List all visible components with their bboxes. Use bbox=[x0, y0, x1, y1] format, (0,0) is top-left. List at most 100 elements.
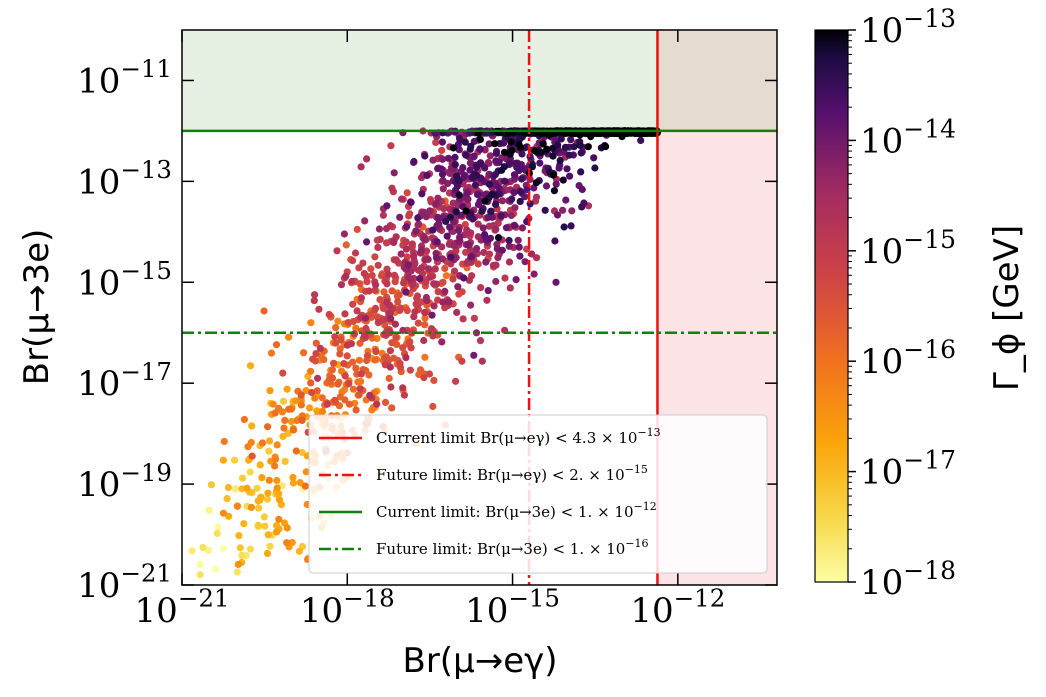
data-point bbox=[476, 337, 485, 345]
data-point bbox=[352, 364, 360, 372]
data-point bbox=[518, 175, 526, 183]
data-point bbox=[256, 461, 264, 469]
data-point bbox=[285, 333, 293, 341]
data-point bbox=[266, 387, 274, 395]
data-point bbox=[383, 298, 391, 306]
data-point bbox=[492, 149, 500, 157]
data-point bbox=[396, 213, 404, 221]
data-point bbox=[280, 424, 288, 432]
data-point bbox=[423, 171, 431, 180]
data-point bbox=[426, 207, 434, 215]
data-point bbox=[258, 474, 266, 482]
data-point bbox=[486, 180, 494, 188]
data-point bbox=[231, 456, 239, 464]
colorbar-tick-label: 10−16 bbox=[860, 335, 956, 382]
data-point bbox=[449, 144, 457, 152]
data-point bbox=[342, 272, 350, 280]
excluded-region-overlap bbox=[657, 30, 777, 131]
data-point bbox=[502, 224, 511, 232]
data-point bbox=[452, 208, 460, 216]
data-point bbox=[553, 211, 562, 219]
data-point bbox=[411, 259, 419, 267]
data-point bbox=[505, 236, 513, 245]
colorbar-label: Γ_ϕ [GeV] bbox=[987, 225, 1027, 391]
data-point bbox=[433, 238, 441, 246]
data-point bbox=[470, 152, 478, 160]
data-point bbox=[298, 448, 306, 457]
data-point bbox=[302, 468, 310, 476]
data-point bbox=[541, 206, 549, 214]
data-point bbox=[483, 296, 491, 304]
data-point bbox=[510, 221, 519, 229]
data-point bbox=[374, 319, 382, 327]
data-point bbox=[458, 357, 466, 365]
data-point bbox=[421, 152, 429, 160]
data-point bbox=[240, 415, 248, 424]
data-point bbox=[253, 484, 261, 492]
x-tick-label: 10−21 bbox=[135, 584, 230, 631]
data-point bbox=[425, 370, 434, 378]
data-point bbox=[563, 165, 571, 173]
data-point bbox=[578, 203, 586, 211]
data-point bbox=[302, 387, 310, 395]
data-point bbox=[434, 288, 442, 296]
data-point bbox=[355, 264, 363, 272]
data-point bbox=[371, 356, 379, 364]
data-point bbox=[500, 148, 509, 156]
data-point bbox=[602, 143, 610, 151]
data-point bbox=[400, 391, 408, 399]
data-point bbox=[394, 298, 402, 306]
data-point bbox=[313, 387, 321, 395]
data-point bbox=[497, 212, 505, 220]
data-point bbox=[265, 437, 274, 445]
data-point bbox=[461, 138, 469, 146]
data-point bbox=[466, 159, 474, 167]
data-point bbox=[549, 171, 558, 179]
data-point bbox=[447, 253, 455, 261]
data-point bbox=[516, 197, 524, 205]
data-point bbox=[359, 259, 367, 267]
data-point bbox=[396, 359, 404, 367]
data-point bbox=[368, 271, 376, 280]
data-point bbox=[637, 136, 645, 144]
data-point bbox=[473, 245, 481, 253]
data-point bbox=[434, 165, 442, 173]
data-point bbox=[402, 238, 410, 246]
data-point bbox=[383, 202, 391, 210]
data-point bbox=[341, 310, 349, 318]
data-point bbox=[421, 308, 429, 317]
data-point bbox=[476, 135, 484, 144]
data-point bbox=[424, 255, 432, 264]
data-point bbox=[478, 207, 486, 215]
data-point bbox=[366, 391, 374, 399]
data-point bbox=[349, 300, 357, 308]
data-point bbox=[340, 230, 348, 238]
data-point bbox=[275, 490, 283, 498]
data-point bbox=[551, 237, 559, 245]
data-point bbox=[352, 324, 360, 332]
data-point bbox=[565, 151, 573, 159]
data-point bbox=[481, 231, 489, 239]
data-point bbox=[559, 176, 567, 184]
data-point bbox=[528, 163, 537, 171]
data-point bbox=[414, 319, 422, 327]
data-point bbox=[449, 275, 457, 283]
y-tick-label: 10−21 bbox=[77, 559, 172, 606]
data-point bbox=[247, 503, 255, 511]
data-point bbox=[349, 385, 357, 393]
data-point bbox=[236, 544, 244, 552]
data-point bbox=[492, 200, 500, 208]
data-point bbox=[374, 261, 382, 269]
data-point bbox=[344, 319, 352, 327]
data-point bbox=[246, 362, 255, 370]
data-point bbox=[399, 326, 407, 334]
data-point bbox=[552, 180, 560, 188]
data-point bbox=[361, 314, 370, 322]
data-point bbox=[410, 157, 418, 166]
data-point bbox=[430, 280, 438, 288]
data-point bbox=[196, 560, 204, 569]
data-point bbox=[219, 509, 228, 517]
data-point bbox=[386, 309, 394, 317]
data-point bbox=[264, 489, 272, 497]
data-point bbox=[439, 177, 447, 185]
